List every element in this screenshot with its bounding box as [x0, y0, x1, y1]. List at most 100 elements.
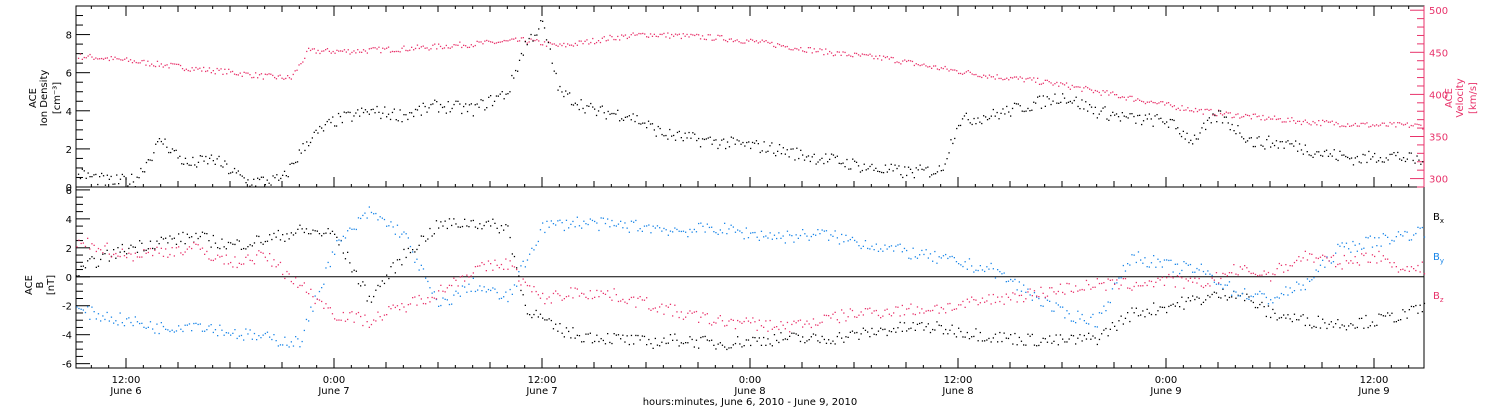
bz-point — [1185, 278, 1187, 280]
bz-point — [1127, 287, 1129, 289]
bz-point — [622, 298, 624, 301]
density-point — [923, 169, 925, 171]
by-point — [141, 322, 143, 324]
by-point — [730, 224, 732, 226]
by-point — [587, 223, 589, 226]
bx-point — [1038, 344, 1040, 347]
bz-point — [201, 247, 204, 249]
bz-point — [262, 252, 264, 254]
bz-point — [884, 309, 886, 311]
density-point — [1266, 139, 1268, 141]
density-point — [996, 111, 998, 114]
bz-point — [1226, 275, 1228, 277]
velocity-point — [802, 50, 804, 52]
bz-point — [429, 301, 431, 303]
density-point — [222, 166, 224, 168]
velocity-point — [345, 51, 347, 53]
bx-point — [630, 334, 633, 337]
by-point — [817, 229, 819, 231]
by-point — [552, 223, 555, 225]
bx-point — [741, 346, 743, 348]
by-point — [342, 235, 344, 237]
density-point — [956, 127, 958, 130]
by-point — [1367, 237, 1369, 239]
velocity-point — [759, 41, 761, 43]
velocity-point — [83, 56, 85, 59]
velocity-point — [1110, 92, 1112, 94]
bx-point — [136, 251, 139, 253]
bz-point — [778, 328, 780, 331]
density-point — [1270, 146, 1272, 148]
density-point — [713, 139, 715, 141]
by-point — [1348, 248, 1350, 250]
bz-point — [1168, 273, 1170, 276]
bz-point — [663, 313, 665, 315]
bz-point — [533, 286, 535, 288]
by-point — [687, 236, 689, 238]
bz-point — [630, 296, 633, 299]
velocity-point — [1185, 109, 1187, 111]
bz-point — [1098, 282, 1101, 285]
density-point — [1058, 102, 1060, 104]
by-point — [126, 318, 128, 320]
density-point — [341, 121, 343, 124]
bz-point — [360, 315, 362, 318]
by-point — [405, 233, 407, 235]
density-point — [493, 100, 496, 102]
by-point — [1322, 259, 1324, 261]
by-point — [487, 288, 490, 291]
bx-point — [134, 246, 136, 248]
by-point — [1176, 263, 1179, 265]
bx-point — [446, 227, 448, 230]
by-point — [312, 310, 314, 312]
by-point — [760, 230, 763, 232]
by-point — [1081, 313, 1083, 316]
velocity-point — [1314, 122, 1316, 124]
velocity-point — [642, 32, 644, 35]
bz-point — [1315, 257, 1317, 259]
bx-point — [587, 333, 589, 335]
bx-point — [316, 230, 318, 232]
bz-point — [1406, 266, 1408, 268]
bx-point — [364, 284, 366, 286]
density-point — [838, 162, 840, 164]
by-point — [1215, 283, 1218, 285]
by-point — [635, 219, 637, 222]
by-point — [89, 318, 91, 320]
bx-point — [555, 323, 557, 325]
bz-point — [82, 242, 84, 244]
by-point — [1354, 244, 1356, 246]
velocity-point — [1129, 95, 1131, 97]
velocity-point — [553, 43, 555, 45]
velocity-point — [1420, 124, 1422, 126]
velocity-point — [359, 51, 361, 53]
bz-point — [299, 284, 301, 287]
density-point — [282, 174, 284, 176]
density-point — [570, 103, 573, 106]
density-point — [434, 99, 436, 101]
by-point — [1276, 296, 1278, 298]
bz-point — [1246, 267, 1248, 269]
bz-point — [338, 319, 340, 321]
bz-point — [364, 314, 366, 316]
density-point — [900, 174, 902, 176]
bx-point — [433, 233, 435, 235]
by-point — [100, 320, 102, 322]
velocity-point — [1235, 113, 1237, 116]
density-point — [1246, 140, 1249, 142]
bx-point — [1109, 328, 1111, 330]
bz-point — [1313, 261, 1315, 263]
density-point — [646, 127, 648, 129]
density-point — [863, 163, 865, 165]
density-point — [247, 179, 249, 181]
bz-point — [1306, 259, 1309, 261]
bz-point — [448, 284, 451, 286]
velocity-point — [351, 51, 353, 54]
density-point — [782, 147, 784, 149]
velocity-point — [203, 66, 205, 69]
bx-point — [823, 338, 825, 341]
bz-point — [687, 312, 689, 314]
by-point — [576, 216, 578, 218]
bx-point — [182, 231, 184, 234]
bx-point — [1283, 314, 1285, 316]
